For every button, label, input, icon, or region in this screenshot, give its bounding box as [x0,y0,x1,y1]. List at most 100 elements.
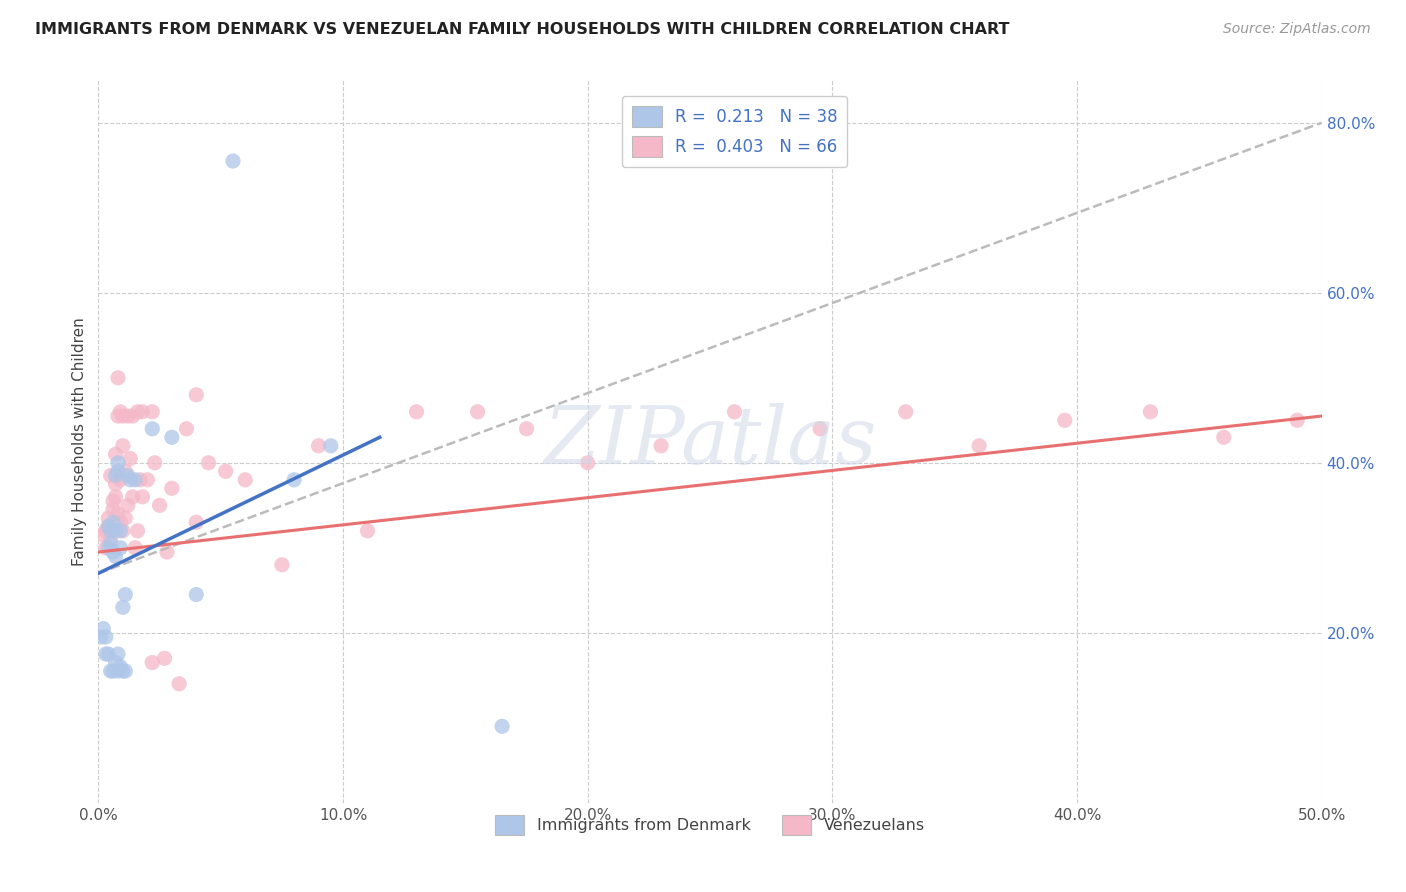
Point [120,451,142,466]
Point [405,405,427,419]
Point [104,524,127,538]
Point [100,533,122,547]
Point [104,468,127,483]
Point [1286,413,1309,427]
Point [100,524,122,538]
Point [101,502,124,516]
Point [110,473,132,487]
Point [723,405,745,419]
Point [114,464,136,478]
Point [97,519,120,533]
Point [186,388,208,402]
Point [141,656,163,670]
Point [104,656,127,670]
Point [176,422,198,436]
Point [141,422,163,436]
Point [270,558,294,572]
Point [129,473,152,487]
Text: ZIPatlas: ZIPatlas [543,403,877,480]
Point [94,541,117,555]
Point [141,405,163,419]
Point [107,371,129,385]
Point [131,490,153,504]
Point [149,498,172,512]
Point [101,516,124,530]
Point [576,456,599,470]
Point [107,664,129,678]
Point [111,439,134,453]
Point [117,498,139,512]
Point [124,473,146,487]
Point [101,664,124,678]
Point [97,511,120,525]
Point [104,490,127,504]
Point [104,447,127,461]
Point [91,528,114,542]
Point [101,494,124,508]
Y-axis label: Family Households with Children: Family Households with Children [72,318,87,566]
Point [197,456,219,470]
Point [1212,430,1234,444]
Point [101,545,124,559]
Point [104,477,127,491]
Point [104,549,127,564]
Point [1053,413,1076,427]
Point [110,516,132,530]
Point [356,524,378,538]
Point [100,664,122,678]
Point [111,409,134,423]
Point [107,507,129,521]
Point [808,422,831,436]
Point [650,439,672,453]
Point [107,464,129,478]
Point [111,600,134,615]
Point [97,647,120,661]
Point [894,405,917,419]
Point [214,464,236,478]
Point [110,541,132,555]
Legend: Immigrants from Denmark, Venezuelans: Immigrants from Denmark, Venezuelans [489,808,931,842]
Point [491,719,513,733]
Point [94,647,117,661]
Point [308,439,330,453]
Text: Source: ZipAtlas.com: Source: ZipAtlas.com [1223,22,1371,37]
Point [101,524,124,538]
Point [91,622,114,636]
Point [110,660,132,674]
Point [222,154,245,169]
Point [143,456,166,470]
Point [967,439,990,453]
Point [90,630,112,644]
Point [114,664,136,678]
Point [121,409,143,423]
Point [107,409,129,423]
Point [111,664,134,678]
Point [467,405,489,419]
Point [100,536,122,550]
Point [186,516,208,530]
Point [127,405,149,419]
Point [124,541,146,555]
Point [94,630,117,644]
Point [319,439,342,453]
Point [100,468,122,483]
Point [160,481,183,495]
Point [117,468,139,483]
Point [233,473,256,487]
Text: IMMIGRANTS FROM DENMARK VS VENEZUELAN FAMILY HOUSEHOLDS WITH CHILDREN CORRELATIO: IMMIGRANTS FROM DENMARK VS VENEZUELAN FA… [35,22,1010,37]
Point [160,430,183,444]
Point [156,545,179,559]
Point [97,519,120,533]
Point [114,511,136,525]
Point [107,647,129,661]
Point [186,588,208,602]
Point [515,422,537,436]
Point [121,490,143,504]
Point [136,473,159,487]
Point [110,524,132,538]
Point [110,405,132,419]
Point [117,409,139,423]
Point [127,524,149,538]
Point [283,473,305,487]
Point [167,677,190,691]
